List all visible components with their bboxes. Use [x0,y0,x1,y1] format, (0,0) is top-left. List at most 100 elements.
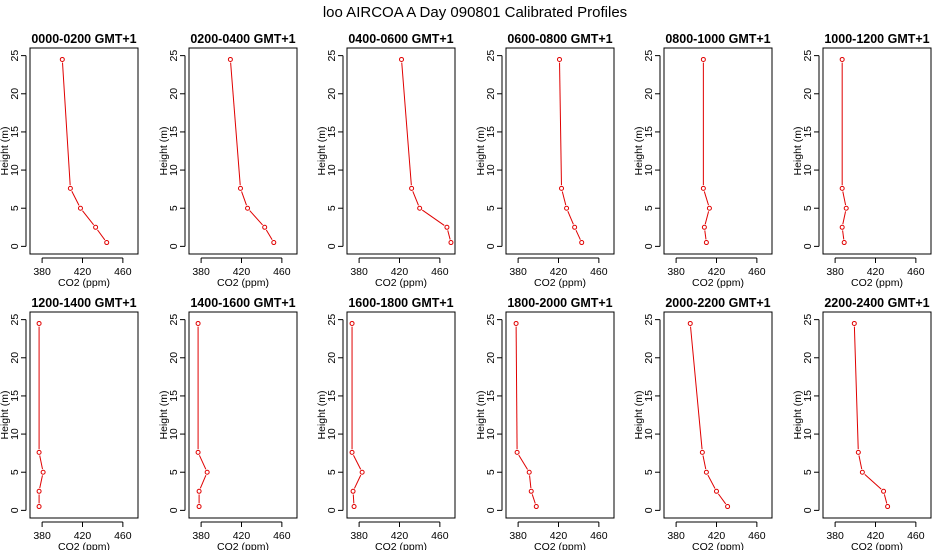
y-axis-label: Height (m) [633,126,645,175]
profile-point [699,449,705,455]
profile-point [444,224,450,230]
profile-segment [561,191,567,206]
y-tick-label: 10 [168,164,180,176]
y-tick-label: 25 [643,314,655,326]
y-tick-label: 10 [326,428,338,440]
x-tick-label: 420 [867,266,885,278]
x-tick-label: 420 [74,530,92,542]
profile-point [204,469,210,475]
profile-point [195,320,201,326]
x-tick-label: 420 [550,266,568,278]
profile-point [262,224,268,230]
profile-point [271,240,277,246]
x-axis-label: CO2 (ppm) [851,541,903,550]
y-axis-label: Height (m) [633,390,645,439]
y-tick-label: 5 [168,469,180,475]
profile-point [703,469,709,475]
profile-point [36,504,42,510]
profile-point [855,449,861,455]
y-tick-label: 0 [326,243,338,249]
y-axis-label: Height (m) [316,390,328,439]
profile-segment [39,455,43,470]
x-tick-label: 420 [550,530,568,542]
profile-segment [842,230,845,240]
profile-point [859,469,865,475]
x-axis-label: CO2 (ppm) [217,277,269,289]
x-tick-label: 420 [708,530,726,542]
profile-segment [82,210,95,226]
profile-segment [842,211,847,225]
profile-segment [853,326,859,450]
y-tick-label: 10 [9,428,21,440]
plot-frame [822,311,932,519]
profile-point [36,320,42,326]
y-tick-label: 25 [485,314,497,326]
profile-point [417,205,423,211]
y-tick-label: 15 [802,390,814,402]
y-tick-label: 25 [168,50,180,62]
profile-segment [97,229,106,241]
x-tick-label: 380 [33,266,51,278]
profile-segment [567,210,574,225]
profile-point [701,224,707,230]
profile-segment [559,62,562,186]
y-tick-label: 20 [168,88,180,100]
y-tick-label: 25 [326,50,338,62]
y-tick-label: 15 [9,126,21,138]
panel-9: 1600-1800 GMT+1 380 420 460 0 5 10 15 20 25 CO2 (p… [316,296,456,550]
profile-segment [447,230,451,240]
x-tick-label: 380 [667,266,685,278]
plot-frame [505,47,615,255]
x-tick-label: 420 [233,266,251,278]
y-tick-label: 15 [485,126,497,138]
profile-point [77,205,83,211]
y-tick-label: 25 [168,314,180,326]
y-tick-label: 5 [643,469,655,475]
y-tick-label: 20 [485,88,497,100]
profile-point [839,224,845,230]
y-tick-label: 25 [802,50,814,62]
y-tick-label: 10 [9,164,21,176]
profile-segment [198,455,207,470]
profile-point [227,56,233,62]
panel-title: 1600-1800 GMT+1 [348,296,453,310]
panel-title: 0000-0200 GMT+1 [31,32,136,46]
x-tick-label: 460 [114,530,132,542]
y-tick-label: 20 [168,352,180,364]
profile-point [59,56,65,62]
profile-point [687,320,693,326]
profile-segment [352,494,355,504]
profile-segment [707,474,716,489]
x-axis-label: CO2 (ppm) [534,541,586,550]
profile-point [559,185,565,191]
x-axis-label: CO2 (ppm) [851,277,903,289]
x-axis-label: CO2 (ppm) [534,277,586,289]
profile-point [556,56,562,62]
x-axis-label: CO2 (ppm) [692,541,744,550]
y-tick-label: 25 [9,314,21,326]
plot-frame [505,311,615,519]
profile-point [409,185,415,191]
y-tick-label: 5 [485,205,497,211]
x-tick-label: 420 [74,266,92,278]
profile-point [513,320,519,326]
y-tick-label: 5 [9,469,21,475]
y-tick-label: 20 [9,352,21,364]
y-tick-label: 15 [168,390,180,402]
y-tick-label: 5 [168,205,180,211]
x-axis-label: CO2 (ppm) [375,541,427,550]
x-tick-label: 420 [233,530,251,542]
profile-segment [199,474,207,489]
plot-frame [663,47,773,255]
profile-segment [230,62,241,186]
panel-title: 1400-1600 GMT+1 [190,296,295,310]
x-tick-label: 380 [350,266,368,278]
y-tick-label: 5 [802,205,814,211]
profile-point [104,240,110,246]
y-tick-label: 15 [485,390,497,402]
x-tick-label: 380 [509,530,527,542]
y-tick-label: 10 [485,428,497,440]
y-tick-label: 0 [9,507,21,513]
profile-point [700,185,706,191]
